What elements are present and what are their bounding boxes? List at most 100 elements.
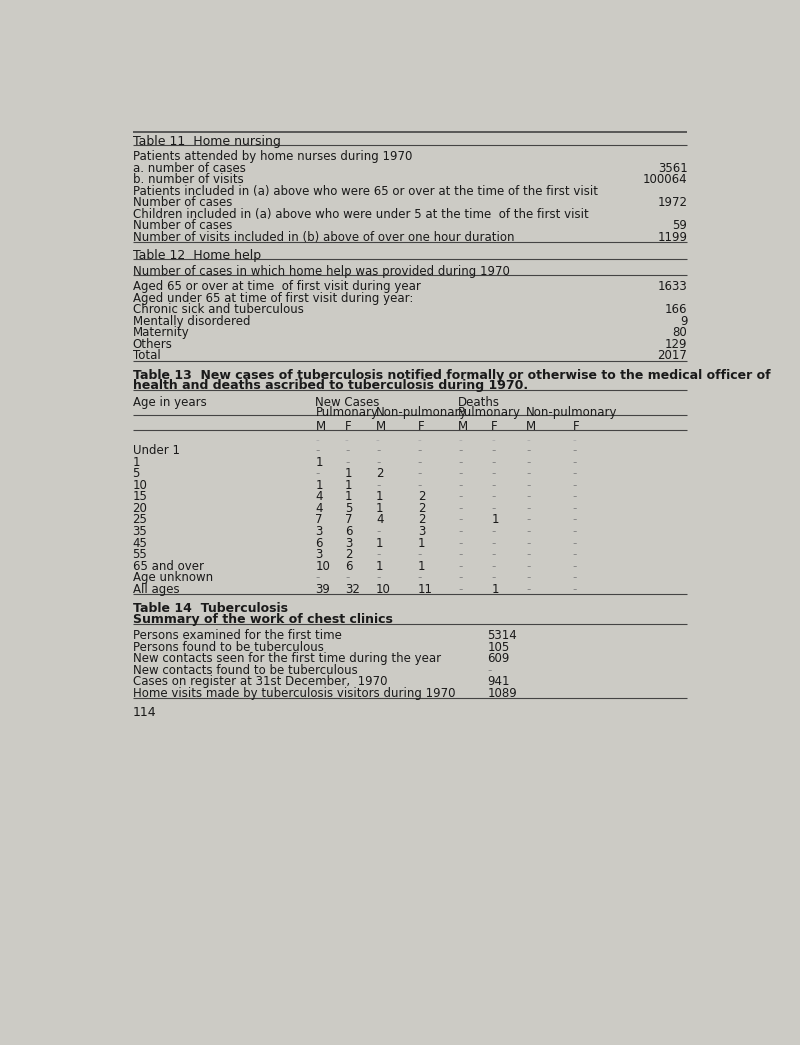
Text: -: - xyxy=(458,560,462,573)
Text: -: - xyxy=(573,549,577,561)
Text: 6: 6 xyxy=(345,560,352,573)
Text: Table 11  Home nursing: Table 11 Home nursing xyxy=(133,135,281,147)
Text: 59: 59 xyxy=(673,219,687,232)
Text: Non-pulmonary: Non-pulmonary xyxy=(376,407,467,419)
Text: -: - xyxy=(458,444,462,457)
Text: 5: 5 xyxy=(345,502,352,515)
Text: 3: 3 xyxy=(315,525,323,538)
Text: Home visits made by tuberculosis visitors during 1970: Home visits made by tuberculosis visitor… xyxy=(133,687,455,700)
Text: 105: 105 xyxy=(487,641,510,653)
Text: 10: 10 xyxy=(376,583,390,596)
Text: -: - xyxy=(345,435,349,445)
Text: b. number of visits: b. number of visits xyxy=(133,173,243,186)
Text: M: M xyxy=(315,420,326,434)
Text: Aged under 65 at time of first visit during year:: Aged under 65 at time of first visit dur… xyxy=(133,292,413,305)
Text: 2: 2 xyxy=(345,549,352,561)
Text: 15: 15 xyxy=(133,490,147,504)
Text: 1: 1 xyxy=(376,560,383,573)
Text: 65 and over: 65 and over xyxy=(133,560,203,573)
Text: Summary of the work of chest clinics: Summary of the work of chest clinics xyxy=(133,612,393,626)
Text: -: - xyxy=(418,435,422,445)
Text: -: - xyxy=(376,549,380,561)
Text: Persons examined for the first time: Persons examined for the first time xyxy=(133,629,342,642)
Text: -: - xyxy=(491,560,496,573)
Text: Table 12  Home help: Table 12 Home help xyxy=(133,249,261,261)
Text: All ages: All ages xyxy=(133,583,179,596)
Text: Pulmonary: Pulmonary xyxy=(315,407,378,419)
Text: 10: 10 xyxy=(315,560,330,573)
Text: -: - xyxy=(418,572,422,584)
Text: 1: 1 xyxy=(133,456,140,469)
Text: -: - xyxy=(491,479,496,492)
Text: -: - xyxy=(573,502,577,515)
Text: M: M xyxy=(458,420,468,434)
Text: 39: 39 xyxy=(315,583,330,596)
Text: -: - xyxy=(491,502,496,515)
Text: -: - xyxy=(526,572,530,584)
Text: Table 14  Tuberculosis: Table 14 Tuberculosis xyxy=(133,602,287,616)
Text: 55: 55 xyxy=(133,549,147,561)
Text: 609: 609 xyxy=(487,652,510,665)
Text: Deaths: Deaths xyxy=(458,396,500,410)
Text: -: - xyxy=(458,467,462,481)
Text: -: - xyxy=(458,490,462,504)
Text: -: - xyxy=(315,572,320,584)
Text: -: - xyxy=(345,456,350,469)
Text: Total: Total xyxy=(133,349,160,363)
Text: -: - xyxy=(573,456,577,469)
Text: -: - xyxy=(491,525,496,538)
Text: -: - xyxy=(491,444,496,457)
Text: -: - xyxy=(458,572,462,584)
Text: -: - xyxy=(573,490,577,504)
Text: Age unknown: Age unknown xyxy=(133,572,213,584)
Text: -: - xyxy=(376,435,380,445)
Text: -: - xyxy=(458,536,462,550)
Text: -: - xyxy=(376,444,380,457)
Text: Under 1: Under 1 xyxy=(133,444,179,457)
Text: -: - xyxy=(376,525,380,538)
Text: 5314: 5314 xyxy=(487,629,518,642)
Text: 11: 11 xyxy=(418,583,433,596)
Text: 25: 25 xyxy=(133,513,147,527)
Text: Others: Others xyxy=(133,338,173,351)
Text: F: F xyxy=(573,420,579,434)
Text: 3: 3 xyxy=(315,549,323,561)
Text: -: - xyxy=(458,583,462,596)
Text: -: - xyxy=(458,479,462,492)
Text: -: - xyxy=(458,502,462,515)
Text: -: - xyxy=(345,572,350,584)
Text: -: - xyxy=(573,525,577,538)
Text: -: - xyxy=(573,536,577,550)
Text: Maternity: Maternity xyxy=(133,326,190,340)
Text: Persons found to be tuberculous: Persons found to be tuberculous xyxy=(133,641,323,653)
Text: 2: 2 xyxy=(418,513,426,527)
Text: health and deaths ascribed to tuberculosis during 1970.: health and deaths ascribed to tuberculos… xyxy=(133,379,528,393)
Text: Number of cases in which home help was provided during 1970: Number of cases in which home help was p… xyxy=(133,264,510,278)
Text: -: - xyxy=(376,479,380,492)
Text: 2: 2 xyxy=(376,467,383,481)
Text: -: - xyxy=(573,444,577,457)
Text: -: - xyxy=(315,467,320,481)
Text: -: - xyxy=(487,664,492,676)
Text: 2017: 2017 xyxy=(658,349,687,363)
Text: -: - xyxy=(491,490,496,504)
Text: -: - xyxy=(573,560,577,573)
Text: -: - xyxy=(458,513,462,527)
Text: -: - xyxy=(491,456,496,469)
Text: -: - xyxy=(573,467,577,481)
Text: 1: 1 xyxy=(491,513,499,527)
Text: 20: 20 xyxy=(133,502,147,515)
Text: -: - xyxy=(418,479,422,492)
Text: 80: 80 xyxy=(673,326,687,340)
Text: 1: 1 xyxy=(491,583,499,596)
Text: New contacts found to be tuberculous: New contacts found to be tuberculous xyxy=(133,664,358,676)
Text: -: - xyxy=(458,456,462,469)
Text: 5: 5 xyxy=(133,467,140,481)
Text: a. number of cases: a. number of cases xyxy=(133,162,246,175)
Text: 3: 3 xyxy=(345,536,352,550)
Text: -: - xyxy=(315,444,320,457)
Text: -: - xyxy=(526,490,530,504)
Text: -: - xyxy=(526,536,530,550)
Text: 1: 1 xyxy=(418,536,426,550)
Text: 10: 10 xyxy=(133,479,147,492)
